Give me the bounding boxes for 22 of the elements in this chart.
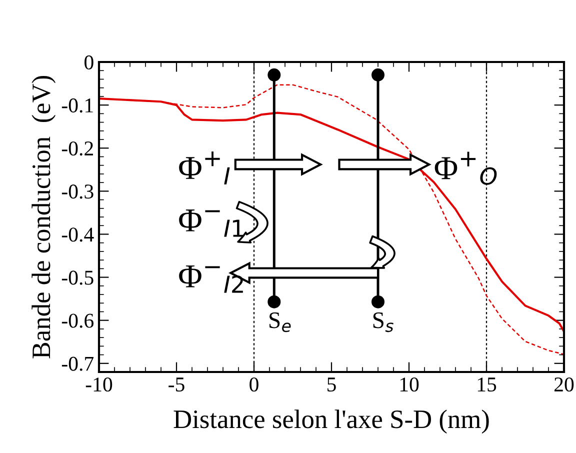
annotation: S$_{s}$ [373, 312, 394, 332]
y-tick-label: -0.7 [62, 356, 94, 371]
y-tick-label: -0.2 [62, 141, 93, 156]
y-tick-label: -0.3 [62, 184, 94, 199]
x-tick-label: 10 [400, 377, 419, 392]
annotation: Φ$^{+}$$_{I}$ [179, 152, 230, 184]
annotation: Φ$^{+}$$_{O}$ [434, 152, 497, 185]
y-tick-label: -0.6 [62, 314, 94, 328]
x-tick-label: 5 [328, 378, 336, 392]
y-tick-label: -0.4 [62, 228, 94, 242]
y-axis-title: Bande de conduction (eV) [32, 76, 56, 358]
y-tick-label: -0.1 [62, 98, 93, 113]
annotation: Φ$^{−}$$_{I1}$ [179, 209, 244, 237]
x-tick-label: -10 [86, 377, 112, 392]
x-tick-label: 20 [554, 377, 574, 392]
x-axis-title: Distance selon l'axe S-D (nm) [174, 410, 489, 434]
y-tick-label: -0.5 [62, 270, 94, 285]
y-tick-label: 0 [84, 55, 94, 70]
x-tick-label: 15 [478, 378, 496, 392]
annotation: S$_{e}$ [270, 312, 291, 332]
x-tick-label: 0 [250, 377, 258, 392]
x-tick-label: -5 [168, 378, 184, 392]
